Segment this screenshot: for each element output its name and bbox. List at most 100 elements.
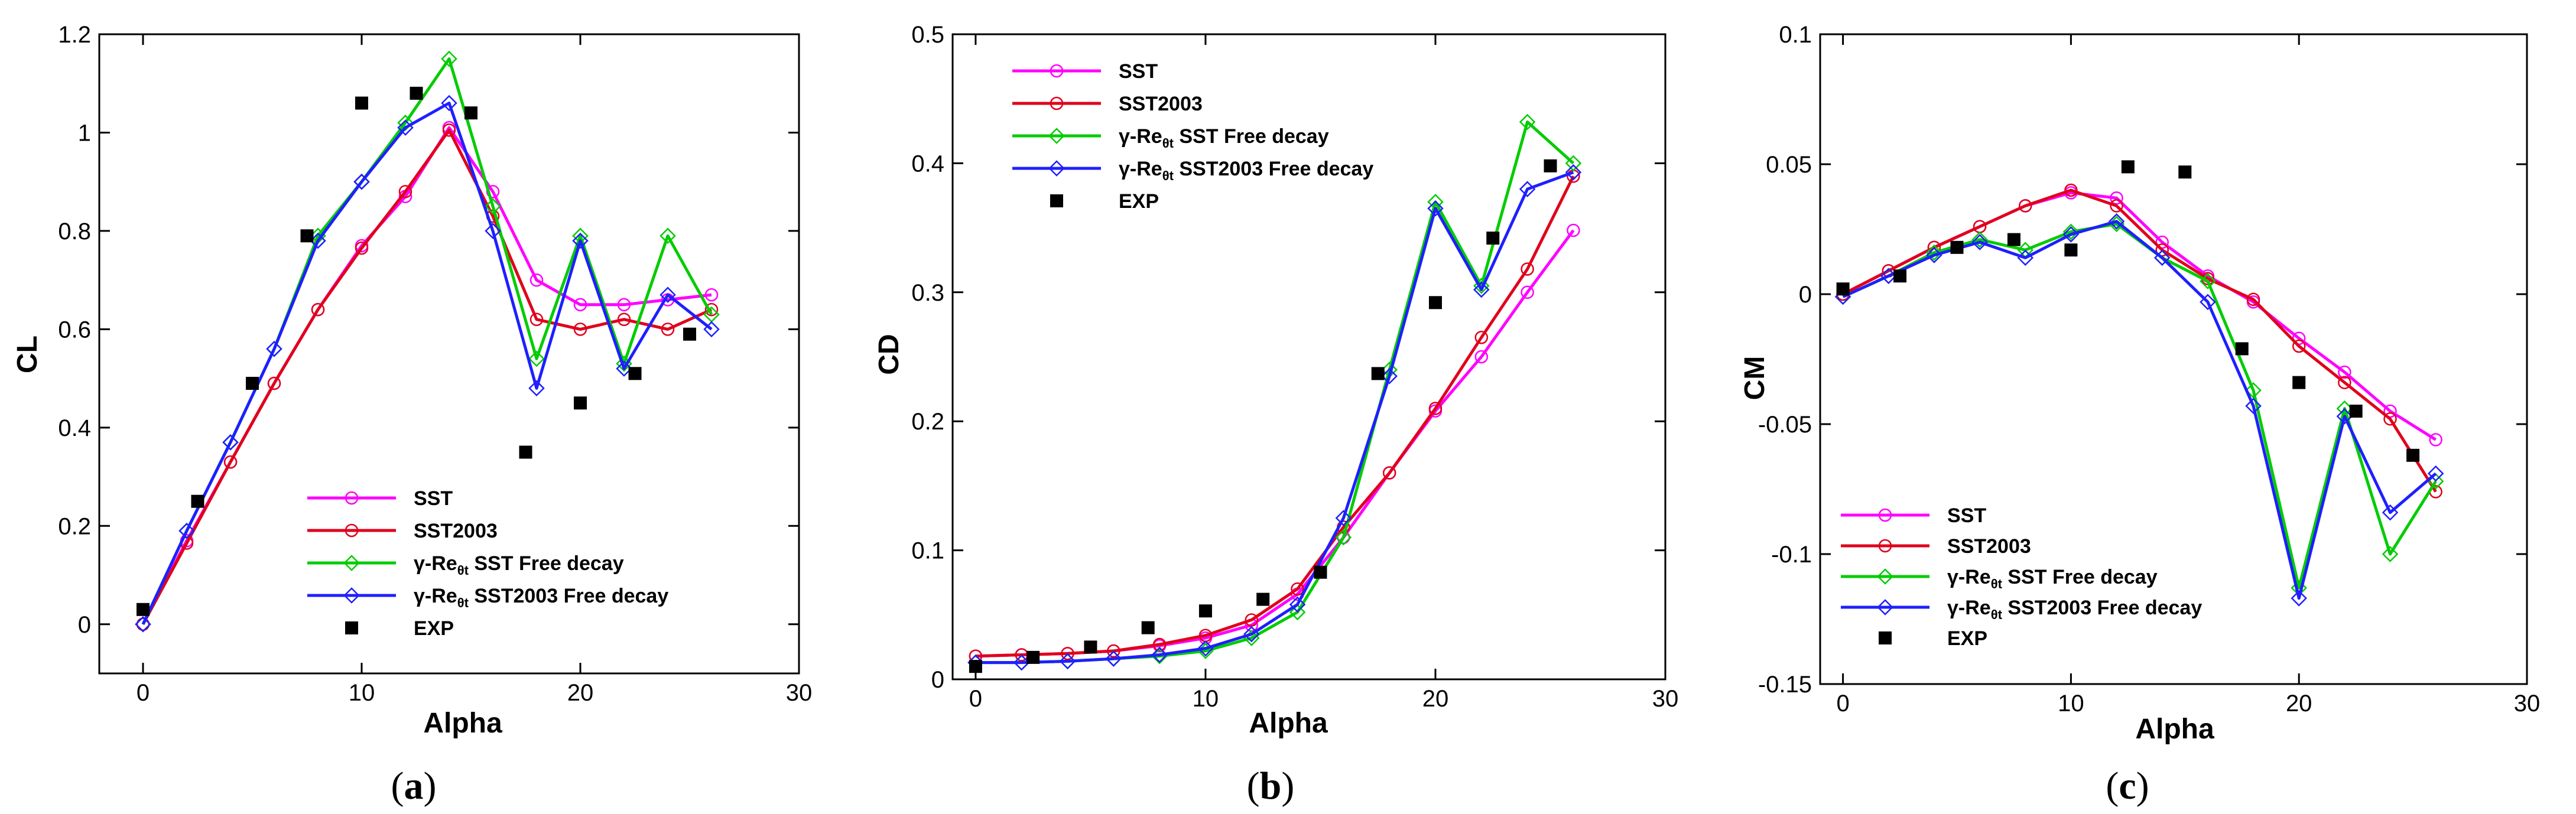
panel-c-series-gamma_SST-point: [1971, 231, 1988, 248]
panel-b-series-EXP-point: [1084, 640, 1097, 654]
panel-a-ytick-label: 0.2: [58, 513, 91, 539]
panel-a-series-gamma_SST2003-point: [441, 95, 457, 112]
panel-a-legend-swatch-marker: [345, 621, 358, 634]
legend-label-subscript: θt: [1991, 607, 2003, 622]
panel-c-frame: [1819, 33, 2528, 685]
legend-label-main: γ-Re: [1119, 158, 1162, 180]
panel-c-series-gamma_SST2003-point: [2062, 226, 2080, 243]
panel-a-series-SST2003-point: [223, 455, 238, 469]
panel-b-series-gamma_SST2003-point: [1427, 200, 1444, 217]
panel-c-series-EXP-point: [2007, 233, 2020, 246]
panel-a-legend-swatch-marker: [343, 555, 360, 571]
panel-c-series-gamma_SST-point: [1926, 244, 1942, 261]
panel-c-legend-gamma_SST2003: γ-Reθt SST2003 Free decay: [1841, 597, 2202, 622]
panel-b-series-gamma_SST2003-point: [1289, 596, 1306, 613]
panel-c-series-EXP-point: [2064, 243, 2078, 257]
panel-b-series-SST2003-point: [1382, 466, 1396, 480]
legend-label-subscript: θt: [457, 563, 469, 578]
panel-c-series-EXP: [1836, 160, 2420, 462]
panel-c-legend-swatch-marker: [1877, 599, 1893, 616]
panel-a-legend-swatch-marker: [343, 587, 360, 604]
panel-a: 0 10 20 3000.20.40.60.811.2SSTSST2003γ-Reθt…: [12, 22, 812, 808]
legend-label-main: γ-Re: [1947, 597, 1991, 619]
panel-c-series-gamma_SST-point: [2382, 546, 2399, 562]
panel-c-caption: (c): [2106, 764, 2149, 808]
panel-a-legend-SST2003: SST2003: [307, 520, 498, 542]
panel-a-series-SST-point: [704, 288, 719, 302]
panel-a-xlabel: Alpha: [423, 708, 502, 739]
panel-b-series-EXP-point: [1428, 296, 1442, 310]
legend-label-main: SST2003: [1947, 535, 2031, 558]
legend-label-rest: SST2003 Free decay: [469, 585, 668, 607]
panel-b-series-gamma_SST2003-point: [1105, 650, 1122, 667]
panel-a-series-gamma_SST-point: [528, 350, 545, 367]
panel-a-ytick-label: 0.4: [58, 415, 91, 441]
panel-b-legend-label: EXP: [1119, 190, 1159, 213]
panel-b-legend-swatch-marker: [1050, 96, 1064, 110]
panel-c-series-SST2003-point: [2292, 339, 2306, 353]
legend-label-main: SST: [1119, 60, 1158, 83]
panel-b-caption: (b): [1247, 764, 1295, 808]
panel-a-series-gamma_SST2003-point: [397, 119, 414, 136]
panel-b-series-EXP-point: [1371, 367, 1385, 380]
legend-label-main: γ-Re: [414, 552, 457, 575]
panel-b-legend-swatch-marker: [1048, 160, 1065, 177]
panel-a-xtick-label: 10: [349, 680, 375, 706]
panel-a-series-SST2003-point: [267, 376, 281, 390]
panel-b-marks: 0 10 20 30 0 0.1 0.2 0.3 0.4 0.5 SST SST2003 γ-Reθt …: [911, 22, 1678, 712]
panel-c-legend-swatch-marker: [1877, 568, 1893, 585]
panel-c-legend-SST2003: SST2003: [1841, 535, 2031, 558]
legend-label-main: SST: [414, 487, 453, 510]
panel-c-series-SST2003-point: [2246, 292, 2260, 307]
panel-b-series-SST2003-point: [1291, 582, 1304, 596]
legend-label-main: SST: [1947, 504, 1986, 527]
panel-c-legend-SST: SST: [1841, 504, 1986, 527]
legend-label-main: γ-Re: [1119, 125, 1162, 148]
panel-a-series-EXP-point: [300, 229, 314, 243]
panel-a-series-EXP-point: [410, 86, 423, 100]
panel-a-series-gamma_SST-point: [485, 198, 501, 215]
panel-b-legend-label: SST2003: [1119, 93, 1203, 115]
panel-b-legend-gamma_SST2003: γ-Reθt SST2003 Free decay: [1012, 158, 1373, 183]
panel-b-series-EXP-point: [1026, 650, 1040, 664]
panel-c-series-EXP-point: [1950, 240, 1964, 254]
panel-b-legend-swatch-marker: [1050, 194, 1063, 207]
panel-c-legend-label: SST: [1947, 504, 1986, 527]
panel-b-series-EXP-point: [1198, 604, 1212, 618]
panel-a-series-SST-point: [530, 273, 544, 287]
panel-a-series-gamma_SST2003-point: [660, 286, 676, 303]
panel-b-ytick-label: 0: [931, 667, 944, 693]
panel-b-legend-label: γ-Reθt SST2003 Free decay: [1119, 158, 1373, 183]
panel-c-legend-EXP: EXP: [1879, 627, 1987, 650]
panel-c-series-SST2003-point: [2155, 243, 2169, 257]
panel-b-series-EXP-point: [1141, 621, 1155, 634]
panel-b-xtick-label: 0: [969, 686, 982, 712]
panel-a-series-SST2003-point: [530, 312, 544, 326]
panel-c-legend-label: γ-Reθt SST2003 Free decay: [1947, 597, 2202, 622]
panel-a-legend-SST: SST: [307, 487, 453, 510]
panel-c-xtick-label: 20: [2286, 691, 2312, 717]
panel-a-series-SST-point: [617, 298, 631, 312]
panel-a-legend-label: EXP: [414, 617, 454, 640]
panel-a-series-gamma_SST2003-point: [528, 380, 545, 397]
panel-b-series-EXP-point: [1314, 565, 1327, 579]
panel-c-series-gamma_SST2003-point: [2382, 504, 2399, 521]
panel-b-series-gamma_SST2003-point: [1381, 367, 1398, 385]
panel-c-xtick-label: 0: [1836, 691, 1849, 717]
panel-a-series-gamma_SST2003-point: [616, 360, 632, 377]
panel-a-series-EXP-point: [246, 376, 259, 390]
legend-label-rest: SST Free decay: [2002, 566, 2158, 588]
panel-b-series-SST2003-point: [1107, 644, 1120, 658]
panel-a-series-gamma_SST2003-point: [266, 340, 282, 357]
panel-a-xtick-label: 30: [786, 680, 813, 706]
panel-a-ytick-label: 0.6: [58, 317, 91, 343]
panel-c-series-gamma_SST2003-point: [1926, 247, 1942, 263]
panel-a-series-gamma_SST2003-point: [703, 321, 720, 338]
panel-b-series-EXP-point: [1486, 232, 1500, 245]
panel-b-series-gamma_SST-point: [1289, 604, 1306, 621]
panel-b-legend-EXP: EXP: [1050, 190, 1159, 213]
panel-b-legend-label: γ-Reθt SST Free decay: [1119, 125, 1329, 151]
panel-a-series-gamma_SST2003-point: [353, 173, 370, 190]
panel-b-xtick-label: 20: [1422, 686, 1449, 712]
